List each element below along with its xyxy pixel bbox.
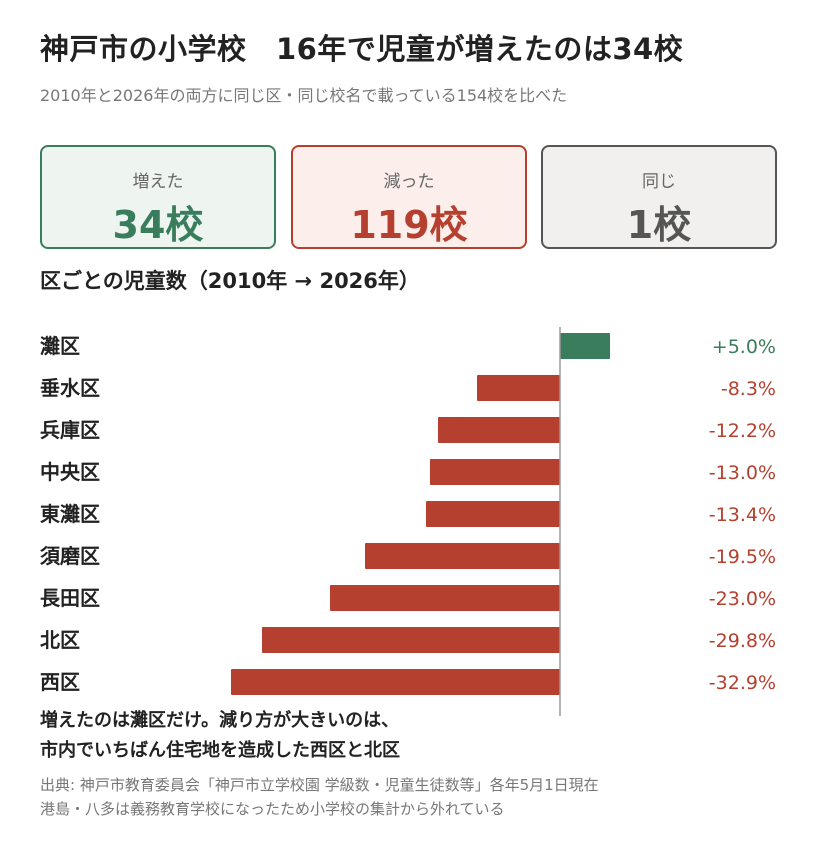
source-note: 出典: 神戸市教育委員会「神戸市立学校園 学級数・児童生徒数等」各年5月1日現在… <box>40 773 599 821</box>
summary-decreased-label: 減った <box>383 172 435 192</box>
value-label-8: -32.9% <box>709 672 776 694</box>
category-label-6: 長田区 <box>40 586 100 610</box>
bar-chart: 灘区 +5.0% 垂水区 -8.3% 兵庫区 -12.2% 中央区 -13.0% 東灘区 -13.… <box>40 327 776 716</box>
category-label-0: 灘区 <box>40 334 80 358</box>
note-line-2: 市内でいちばん住宅地を造成した西区と北区 <box>40 740 400 761</box>
value-label-0: +5.0% <box>712 336 776 358</box>
bar-4 <box>426 501 560 527</box>
summary-increased-label: 増えた <box>132 172 184 192</box>
bar-5 <box>365 543 560 569</box>
value-label-4: -13.4% <box>709 504 776 526</box>
summary-card-increased: 増えた 34校 <box>40 145 276 249</box>
category-label-3: 中央区 <box>40 460 100 484</box>
category-label-7: 北区 <box>40 628 80 652</box>
value-label-6: -23.0% <box>709 588 776 610</box>
category-label-4: 東灘区 <box>40 502 100 526</box>
summary-same-value: 1校 <box>626 203 692 247</box>
summary-increased-value: 34校 <box>112 203 204 247</box>
source-line-1: 出典: 神戸市教育委員会「神戸市立学校園 学級数・児童生徒数等」各年5月1日現在 <box>40 776 599 794</box>
bar-2 <box>438 417 560 443</box>
chart-subtitle: 2010年と2026年の両方に同じ区・同じ校名で載っている154校を比べた <box>40 86 568 105</box>
bar-0 <box>560 333 610 359</box>
section-title: 区ごとの児童数（2010年 → 2026年） <box>40 269 420 293</box>
category-label-2: 兵庫区 <box>40 418 100 442</box>
summary-card-decreased: 減った 119校 <box>291 145 527 249</box>
value-label-3: -13.0% <box>709 462 776 484</box>
summary-decreased-value: 119校 <box>350 203 468 247</box>
value-label-1: -8.3% <box>721 378 776 400</box>
category-label-5: 須磨区 <box>40 544 100 568</box>
chart-note: 増えたのは灘区だけ。減り方が大きいのは、 市内でいちばん住宅地を造成した西区と北… <box>40 706 400 766</box>
bar-6 <box>330 585 560 611</box>
category-label-8: 西区 <box>40 670 80 694</box>
value-label-5: -19.5% <box>709 546 776 568</box>
bar-8 <box>231 669 560 695</box>
value-label-7: -29.8% <box>709 630 776 652</box>
summary-same-label: 同じ <box>642 172 676 192</box>
category-label-1: 垂水区 <box>40 376 100 400</box>
chart-title: 神戸市の小学校 16年で児童が増えたのは34校 <box>40 32 684 66</box>
bar-1 <box>477 375 560 401</box>
source-line-2: 港島・八多は義務教育学校になったため小学校の集計から外れている <box>40 800 505 818</box>
note-line-1: 増えたのは灘区だけ。減り方が大きいのは、 <box>40 710 400 731</box>
bar-3 <box>430 459 560 485</box>
bar-7 <box>262 627 560 653</box>
summary-card-same: 同じ 1校 <box>541 145 777 249</box>
value-label-2: -12.2% <box>709 420 776 442</box>
